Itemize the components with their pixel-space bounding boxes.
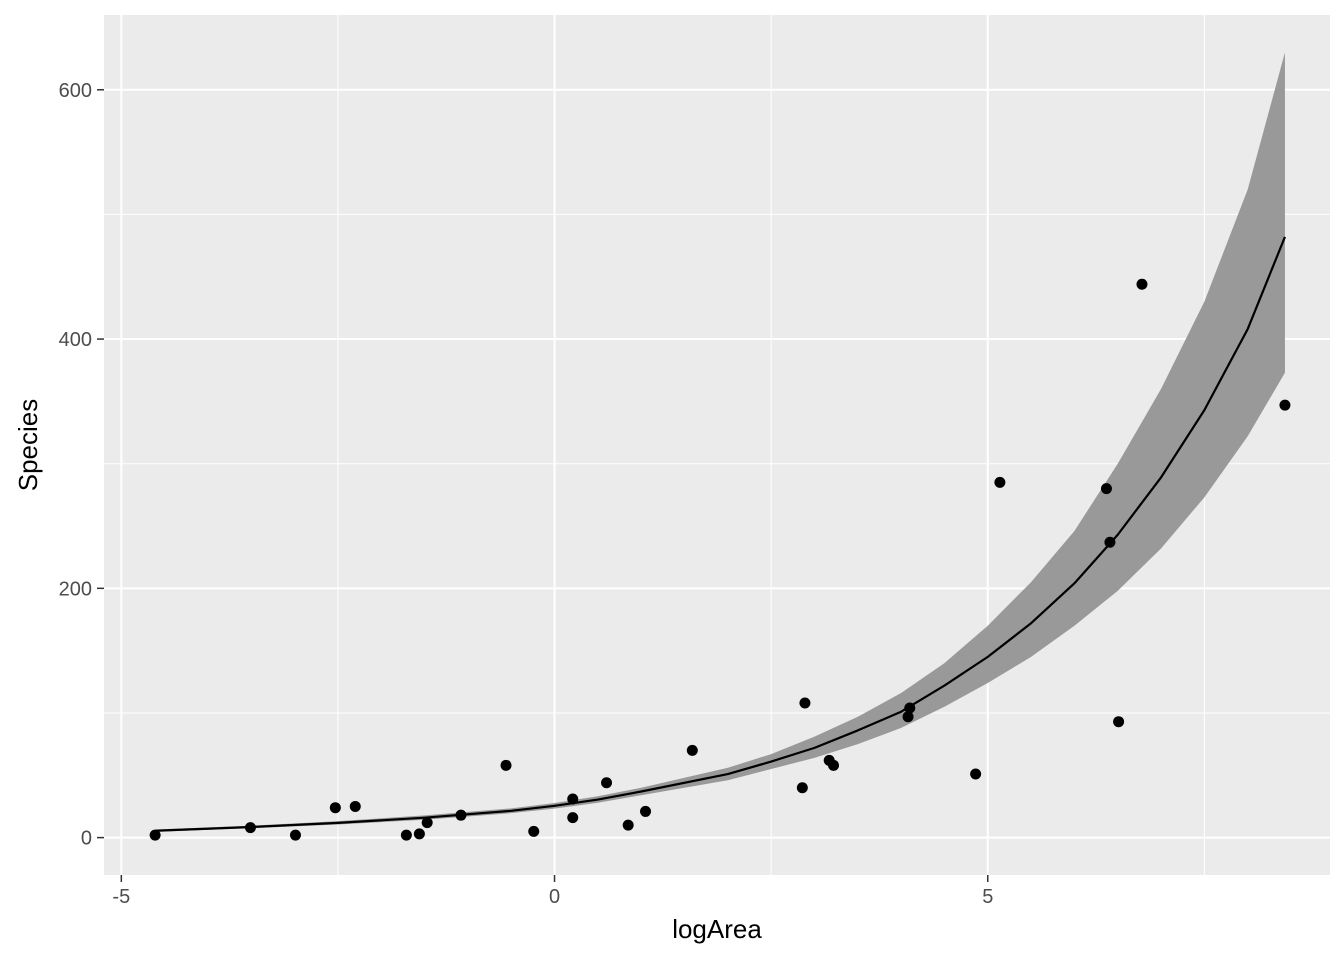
data-point	[349, 800, 361, 812]
data-point	[421, 817, 433, 829]
data-point	[567, 793, 579, 805]
data-point	[500, 759, 512, 771]
data-point	[455, 809, 467, 821]
data-point	[904, 702, 916, 714]
data-point	[686, 744, 698, 756]
y-tick-label: 0	[81, 828, 92, 850]
data-point	[1136, 278, 1148, 290]
data-point	[1100, 483, 1112, 495]
data-point	[994, 476, 1006, 488]
data-point	[329, 802, 341, 814]
data-point	[601, 777, 613, 789]
y-tick-label: 600	[59, 80, 92, 102]
data-point	[1279, 399, 1291, 411]
data-point	[149, 829, 161, 841]
y-tick-label: 200	[59, 578, 92, 600]
data-point	[1113, 716, 1125, 728]
data-point	[413, 828, 425, 840]
data-point	[796, 782, 808, 794]
confidence-ribbon	[155, 52, 1285, 832]
plot-panel	[104, 15, 1330, 875]
data-point	[622, 819, 634, 831]
major-gridlines	[104, 15, 1330, 875]
data-points-layer	[149, 278, 1291, 841]
y-axis-title: Species	[13, 399, 43, 492]
data-point	[970, 768, 982, 780]
fit-line	[155, 236, 1286, 832]
data-point	[828, 759, 840, 771]
x-tick-label: 5	[982, 886, 993, 908]
data-point	[902, 711, 914, 723]
x-tick-label: -5	[112, 886, 130, 908]
data-point	[289, 829, 301, 841]
data-point	[244, 822, 256, 834]
fit-line-layer	[155, 236, 1286, 832]
data-point	[400, 829, 412, 841]
y-tick-label: 400	[59, 329, 92, 351]
y-axis-ticks: 0 200 400 600	[59, 80, 104, 850]
x-axis-title: logArea	[672, 914, 762, 944]
data-point	[567, 812, 579, 824]
data-point	[640, 805, 652, 817]
data-point	[1104, 536, 1116, 548]
x-tick-label: 0	[549, 886, 560, 908]
data-point	[528, 825, 540, 837]
confidence-ribbon-layer	[155, 52, 1285, 832]
x-axis-ticks: -5 0 5	[112, 875, 993, 908]
data-point	[799, 697, 811, 709]
